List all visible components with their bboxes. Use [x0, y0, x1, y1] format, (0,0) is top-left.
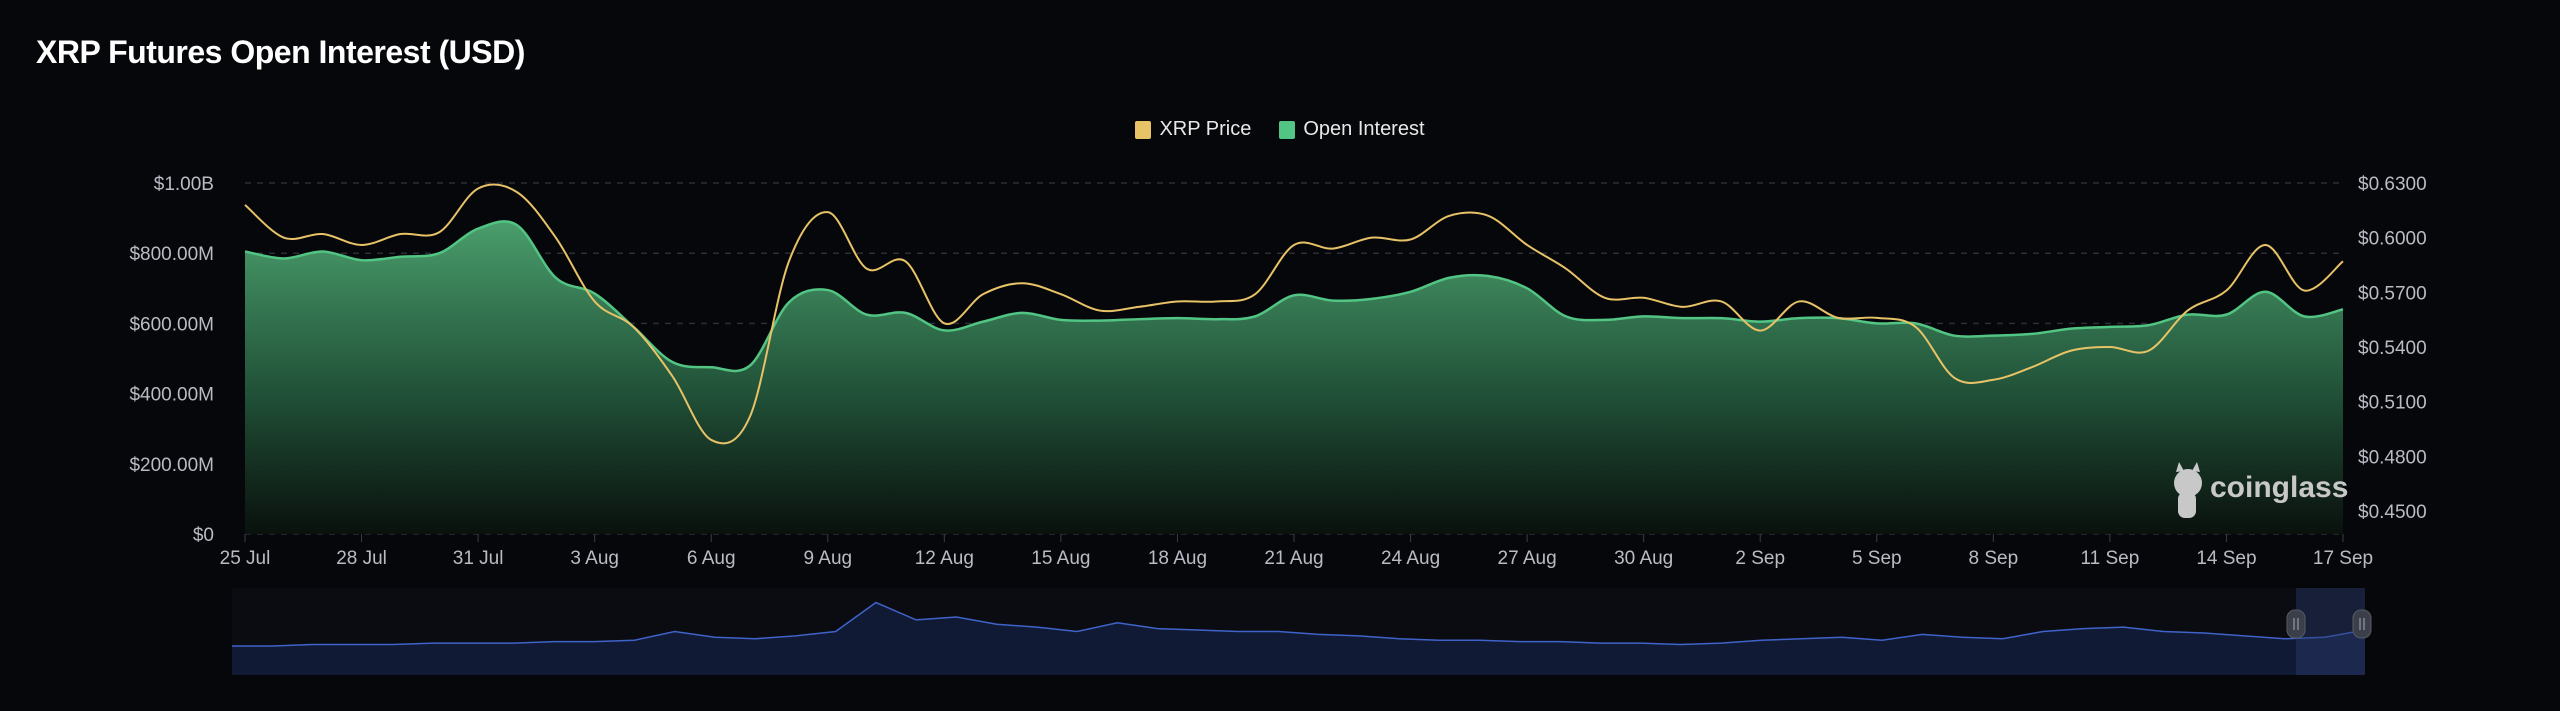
legend-item-xrp-price[interactable]: XRP Price: [1135, 118, 1251, 141]
x-tick-label: 25 Jul: [220, 548, 271, 569]
navigator-area: [232, 602, 2365, 675]
legend-swatch-xrp-price: [1135, 120, 1152, 139]
xrp-price-line: [244, 183, 2344, 445]
legend-swatch-open-interest: [1279, 120, 1296, 139]
y-right-tick-label: $0.5400: [2358, 338, 2427, 359]
x-tick-label: 11 Sep: [2080, 548, 2139, 569]
y-left-tick-label: $0: [193, 525, 214, 546]
open-interest-line: [244, 220, 2344, 373]
x-tick-label: 5 Sep: [1852, 548, 1902, 569]
y-left-tick-label: $800.00M: [129, 244, 214, 265]
y-right-tick-label: $0.5700: [2358, 283, 2427, 304]
x-tick-label: 3 Aug: [570, 548, 619, 569]
navigator[interactable]: [232, 588, 2372, 675]
coinglass-watermark: coinglass: [2174, 462, 2348, 518]
watermark-text: coinglass: [2210, 471, 2348, 504]
legend: XRP Price Open Interest: [0, 118, 2560, 141]
navigator-line: [232, 601, 2366, 647]
x-tick-label: 2 Sep: [1735, 548, 1785, 569]
y-right-tick-label: $0.6000: [2358, 229, 2427, 250]
legend-label-open-interest: Open Interest: [1303, 118, 1425, 140]
y-right-tick-label: $0.4500: [2358, 502, 2427, 523]
x-tick-label: 27 Aug: [1498, 548, 1557, 569]
x-tick-label: 21 Aug: [1264, 548, 1323, 569]
x-tick-label: 15 Aug: [1031, 548, 1090, 569]
coinglass-logo-icon: [2174, 462, 2202, 518]
x-tick-label: 30 Aug: [1614, 548, 1673, 569]
x-tick-label: 14 Sep: [2196, 548, 2256, 569]
chart-title: XRP Futures Open Interest (USD): [36, 34, 525, 70]
y-left-tick-label: $1.00B: [154, 174, 214, 195]
y-right-tick-label: $0.5100: [2358, 393, 2427, 414]
navigator-handle-left[interactable]: [2286, 609, 2306, 639]
open-interest-area: [245, 221, 2343, 535]
y-left-tick-label: $400.00M: [129, 385, 214, 406]
x-tick-label: 17 Sep: [2313, 548, 2373, 569]
legend-label-xrp-price: XRP Price: [1159, 118, 1252, 140]
x-tick-label: 8 Sep: [1969, 548, 2019, 569]
legend-item-open-interest[interactable]: Open Interest: [1279, 118, 1425, 141]
x-tick-label: 6 Aug: [687, 548, 736, 569]
x-tick-label: 24 Aug: [1381, 548, 1440, 569]
y-left-tick-label: $600.00M: [129, 314, 214, 335]
x-tick-label: 12 Aug: [915, 548, 974, 569]
x-tick-label: 9 Aug: [803, 548, 852, 569]
y-right-tick-label: $0.6300: [2358, 174, 2427, 195]
x-tick-label: 28 Jul: [336, 548, 387, 569]
y-left-tick-label: $200.00M: [129, 455, 214, 476]
x-tick-label: 31 Jul: [453, 548, 504, 569]
x-tick-label: 18 Aug: [1148, 548, 1207, 569]
y-right-tick-label: $0.4800: [2358, 447, 2427, 468]
navigator-handle-right[interactable]: [2352, 609, 2372, 639]
